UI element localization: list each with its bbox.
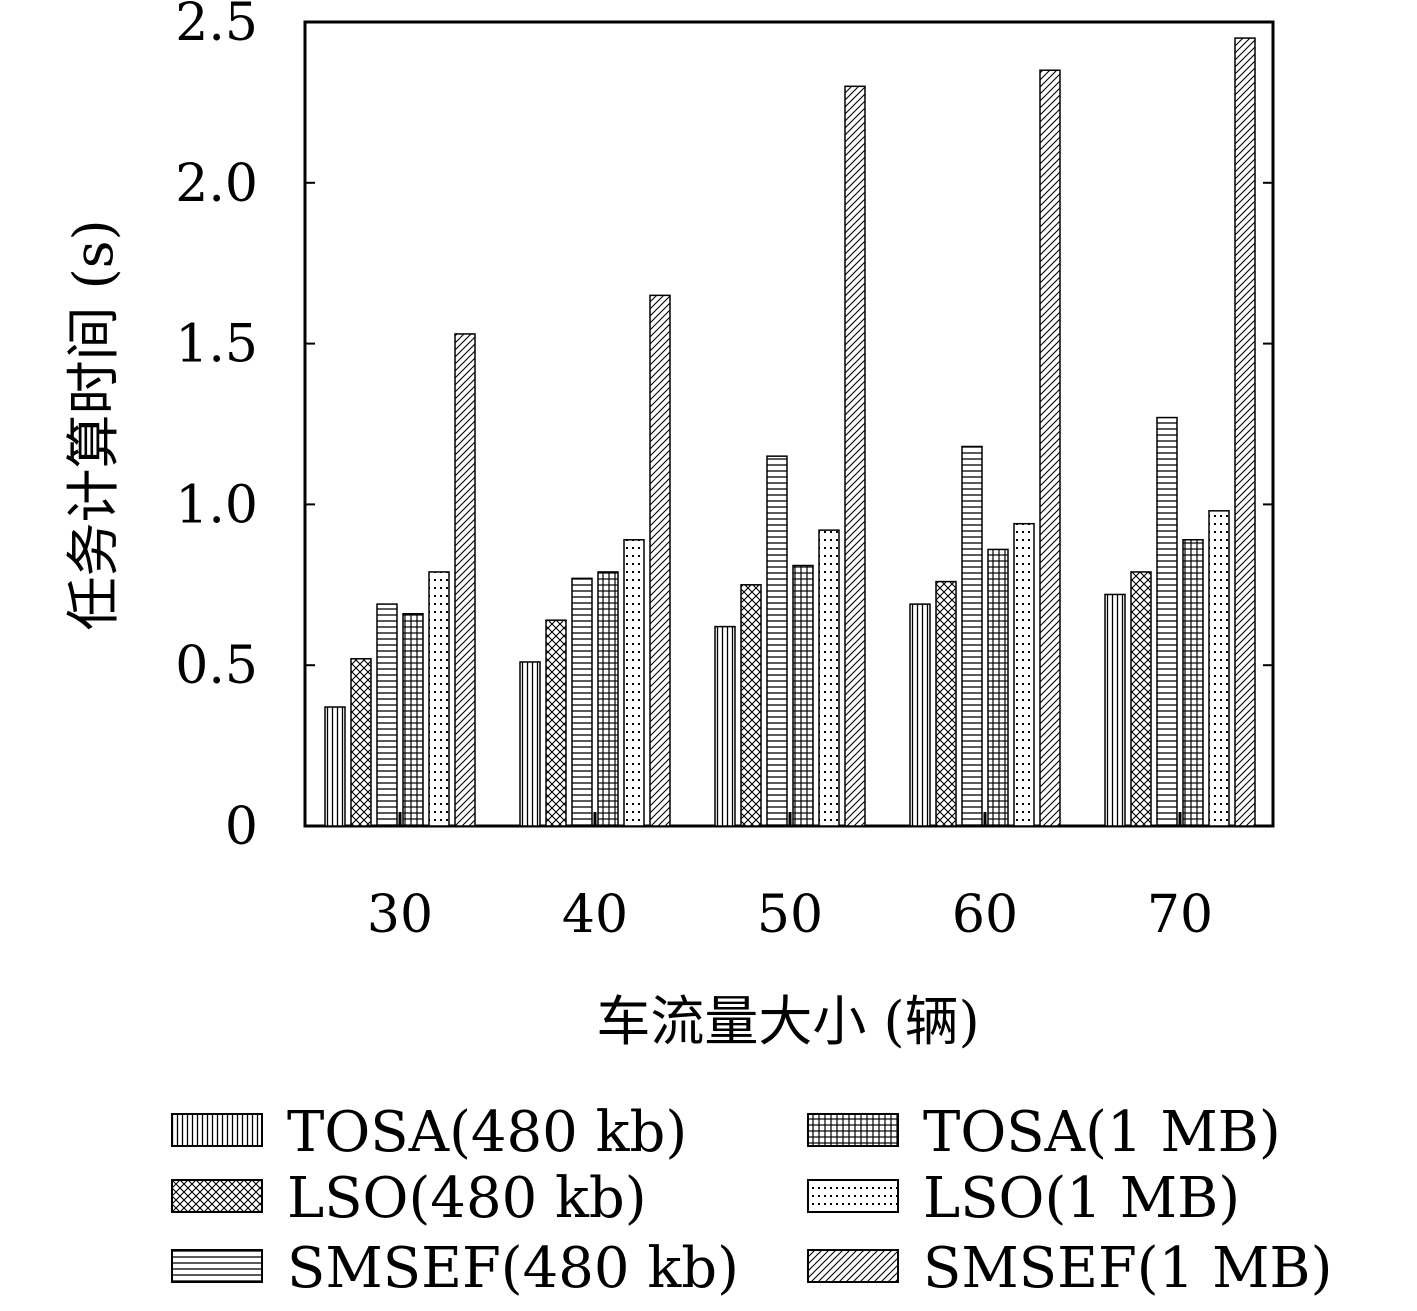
x-tick-label: 50 bbox=[757, 885, 823, 945]
x-tick-label: 40 bbox=[562, 885, 628, 945]
bar-lso-1-mb-40 bbox=[623, 539, 645, 827]
bar-lso-480-kb-50 bbox=[740, 584, 762, 827]
bar-tosa-1-mb-70 bbox=[1182, 539, 1204, 827]
bar-lso-1-mb-60 bbox=[1013, 522, 1035, 827]
x-tick-label: 30 bbox=[367, 885, 433, 945]
x-tick-label: 60 bbox=[952, 885, 1018, 945]
plot-area bbox=[303, 20, 1275, 828]
legend-swatch bbox=[171, 1179, 263, 1213]
bar-smsef-1-mb-30 bbox=[454, 333, 476, 827]
legend-label: LSO(480 kb) bbox=[287, 1166, 647, 1231]
y-tick-label: 0 bbox=[225, 797, 258, 857]
bar-tosa-1-mb-30 bbox=[402, 612, 424, 827]
bar-lso-1-mb-30 bbox=[428, 571, 450, 827]
legend-swatch bbox=[807, 1249, 899, 1283]
bar-tosa-480-kb-70 bbox=[1104, 593, 1126, 827]
legend-label: TOSA(1 MB) bbox=[923, 1100, 1281, 1165]
bar-smsef-480-kb-50 bbox=[766, 455, 788, 827]
bar-tosa-480-kb-40 bbox=[519, 661, 541, 827]
legend-swatch bbox=[171, 1249, 263, 1283]
legend: TOSA(480 kb)LSO(480 kb)SMSEF(480 kb) TOSA… bbox=[171, 1100, 1332, 1301]
plot-frame bbox=[303, 20, 1275, 828]
legend-label: SMSEF(1 MB) bbox=[923, 1236, 1332, 1301]
legend-swatch bbox=[807, 1179, 899, 1213]
bar-lso-480-kb-30 bbox=[350, 658, 372, 827]
legend-label: LSO(1 MB) bbox=[923, 1166, 1240, 1231]
x-axis-tick-labels: 30 40 50 60 70 bbox=[367, 812, 1213, 945]
bar-tosa-1-mb-50 bbox=[792, 564, 814, 827]
bar-smsef-1-mb-50 bbox=[844, 85, 866, 827]
legend-label: SMSEF(480 kb) bbox=[287, 1236, 739, 1301]
bar-smsef-480-kb-70 bbox=[1156, 416, 1178, 827]
legend-swatch bbox=[807, 1113, 899, 1147]
bar-lso-1-mb-50 bbox=[818, 529, 840, 827]
bar-tosa-480-kb-60 bbox=[909, 603, 931, 827]
bar-lso-1-mb-70 bbox=[1208, 510, 1230, 827]
bar-smsef-1-mb-60 bbox=[1039, 69, 1061, 827]
bar-lso-480-kb-70 bbox=[1130, 571, 1152, 827]
y-tick-label: 1.0 bbox=[175, 475, 258, 535]
bar-lso-480-kb-60 bbox=[935, 580, 957, 827]
bar-tosa-1-mb-40 bbox=[597, 571, 619, 827]
bar-smsef-480-kb-40 bbox=[571, 577, 593, 827]
y-axis-ticks: 0 0.5 1.0 1.5 2.0 2.5 bbox=[175, 0, 1273, 857]
x-axis-title: 车流量大小 (辆) bbox=[596, 990, 979, 1053]
y-tick-label: 0.5 bbox=[175, 636, 258, 696]
legend-swatch bbox=[171, 1113, 263, 1147]
bar-tosa-480-kb-30 bbox=[324, 706, 346, 827]
bar-smsef-1-mb-40 bbox=[649, 294, 671, 827]
bars bbox=[324, 37, 1256, 827]
legend-label: TOSA(480 kb) bbox=[287, 1100, 687, 1165]
y-tick-label: 2.5 bbox=[175, 0, 258, 53]
x-tick-label: 70 bbox=[1147, 885, 1213, 945]
bar-lso-480-kb-40 bbox=[545, 619, 567, 827]
bar-tosa-1-mb-60 bbox=[987, 548, 1009, 827]
y-tick-label: 2.0 bbox=[175, 154, 258, 214]
bar-smsef-1-mb-70 bbox=[1234, 37, 1256, 827]
bar-tosa-480-kb-50 bbox=[714, 625, 736, 827]
y-axis-title: 任务计算时间 (s) bbox=[62, 219, 125, 630]
bar-smsef-480-kb-30 bbox=[376, 603, 398, 827]
y-tick-label: 1.5 bbox=[175, 315, 258, 375]
bar-smsef-480-kb-60 bbox=[961, 445, 983, 827]
